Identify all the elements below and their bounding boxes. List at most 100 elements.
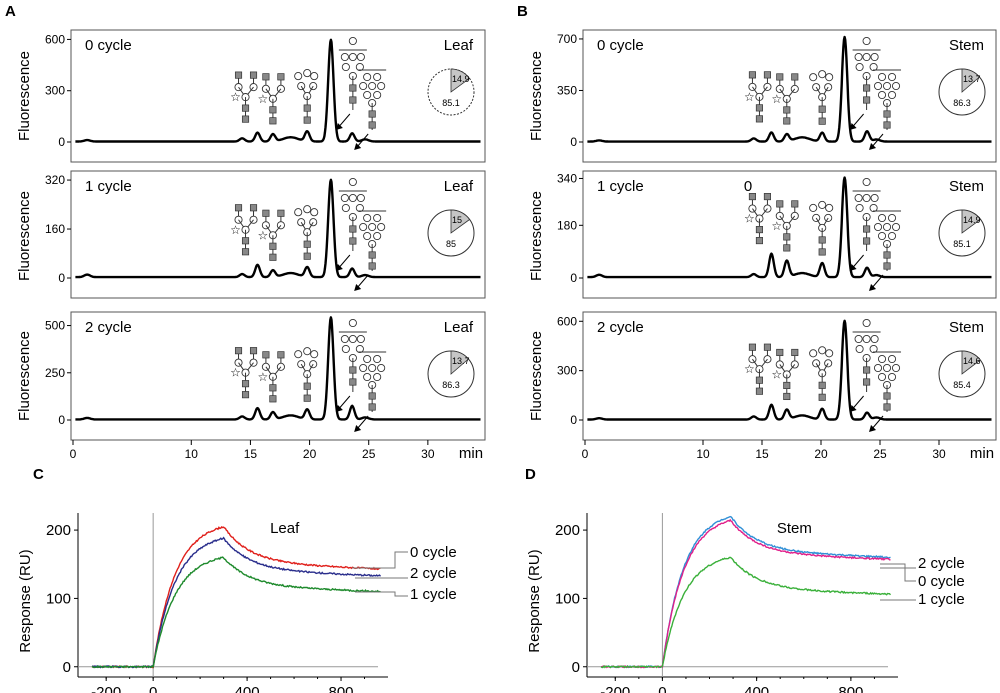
glycan-mannose bbox=[809, 349, 818, 358]
glycan-mannose bbox=[809, 73, 818, 82]
x-tick-label: 800 bbox=[838, 684, 863, 693]
glycan-complex: ☆ bbox=[744, 193, 772, 245]
pie-small-label: 14.9 bbox=[452, 74, 470, 84]
glycan-mannose bbox=[877, 354, 887, 364]
glycan-glcnac bbox=[241, 380, 250, 388]
glycan-glcnac bbox=[249, 347, 258, 355]
glycan-mannose bbox=[355, 203, 364, 213]
glycan-mannose bbox=[373, 72, 382, 82]
glycan-mannose bbox=[870, 193, 879, 203]
glycan-mannose bbox=[368, 222, 377, 232]
chromatogram-trace bbox=[74, 178, 482, 279]
glycan-mannose bbox=[341, 203, 350, 213]
glycan-mannose bbox=[891, 363, 901, 373]
pie-large-label: 85 bbox=[446, 239, 456, 249]
x-tick-label: 30 bbox=[932, 447, 946, 461]
pie-small-slice bbox=[961, 68, 980, 93]
glycan-glcnac bbox=[863, 366, 871, 374]
glycan-glcnac bbox=[783, 233, 791, 241]
glycan-complex: ☆ bbox=[230, 347, 258, 399]
pie-small-slice bbox=[961, 350, 981, 375]
glycan-man9 bbox=[358, 69, 387, 130]
x-tick-label: -200 bbox=[91, 684, 121, 693]
y-axis-label: Fluorescence bbox=[16, 191, 33, 281]
glycan-complex: ☆ bbox=[230, 71, 258, 123]
glycan-glcnac bbox=[776, 348, 784, 357]
x-tick-label: 0 bbox=[70, 447, 77, 461]
subplot-title: 2 cycle bbox=[597, 319, 644, 336]
glycan-glcnac bbox=[818, 105, 826, 113]
glycan-mannose bbox=[377, 363, 386, 373]
glycan-glcnac bbox=[863, 378, 871, 386]
x-tick-label: -200 bbox=[600, 684, 630, 693]
glycan-mannose bbox=[887, 354, 897, 364]
stray-annotation: 0 bbox=[744, 178, 752, 195]
glycan-glcnac bbox=[883, 110, 891, 118]
glycan-mannose bbox=[824, 359, 833, 368]
glycan-glcnac bbox=[883, 251, 891, 259]
x-axis-label: min bbox=[459, 445, 483, 462]
glycan-glcnac bbox=[791, 200, 799, 208]
y-tick-label: 340 bbox=[557, 171, 577, 185]
glycan-glcnac bbox=[303, 252, 311, 260]
glycan-glcnac bbox=[818, 117, 826, 125]
subplot-title: 2 cycle bbox=[85, 319, 132, 336]
glycan-glcnac bbox=[262, 73, 270, 81]
glycan-mannose bbox=[363, 354, 372, 364]
glycan-mannose bbox=[359, 363, 368, 373]
glycan-glcnac bbox=[368, 110, 376, 118]
y-tick-label: 180 bbox=[557, 218, 577, 232]
glycan-glcnac bbox=[234, 347, 243, 355]
glycan-mannose bbox=[373, 90, 382, 100]
subplot-frame bbox=[582, 311, 997, 441]
glycan-glcnac bbox=[277, 209, 285, 217]
y-tick-label: 200 bbox=[46, 522, 71, 539]
sample-label: Stem bbox=[949, 37, 984, 54]
y-tick-label: 350 bbox=[557, 83, 577, 97]
glycan-mannose bbox=[825, 203, 834, 212]
x-tick-label: 20 bbox=[814, 447, 828, 461]
series-label: 2 cycle bbox=[918, 555, 965, 572]
glycan-mannose bbox=[862, 36, 871, 46]
glycan-glcnac bbox=[269, 395, 277, 403]
glycan-glcnac bbox=[748, 343, 756, 351]
glycan-mannose bbox=[303, 347, 312, 356]
glycan-complex: ☆ bbox=[744, 71, 772, 123]
glycan-man5 bbox=[294, 205, 319, 260]
glycan-mannose bbox=[310, 208, 319, 217]
chromatogram-trace bbox=[74, 38, 482, 143]
glycan-glcnac bbox=[791, 348, 799, 357]
arrowhead bbox=[849, 405, 857, 412]
glycan-glcnac bbox=[883, 403, 891, 411]
arrowhead bbox=[869, 425, 877, 432]
panel-letter-a: A bbox=[5, 3, 16, 20]
glycan-mannose bbox=[882, 222, 892, 232]
glycan-glcnac bbox=[262, 351, 270, 359]
x-tick-label: 0 bbox=[582, 447, 589, 461]
glycan-glcnac bbox=[368, 121, 376, 129]
pie-large-label: 85.4 bbox=[953, 380, 971, 390]
y-axis-label: Response (RU) bbox=[526, 549, 543, 652]
glycan-xylose: ☆ bbox=[258, 370, 269, 384]
x-tick-label: 10 bbox=[696, 447, 710, 461]
glycan-mannose bbox=[824, 213, 833, 222]
label-connector bbox=[352, 551, 408, 569]
glycan-glcnac bbox=[883, 262, 891, 270]
glycan-man9 bbox=[358, 351, 387, 412]
glycan-mannose bbox=[348, 318, 357, 328]
glycan-mannose bbox=[377, 81, 386, 91]
glycan-glcnac bbox=[241, 237, 250, 245]
chromatogram-trace bbox=[586, 319, 993, 421]
glycan-mannose bbox=[855, 344, 864, 354]
glycan-mannose bbox=[373, 213, 382, 223]
glycan-glcnac bbox=[863, 237, 871, 245]
glycan-glcnac bbox=[303, 382, 311, 390]
glycan-glcnac bbox=[763, 71, 771, 79]
y-axis-label: Fluorescence bbox=[16, 51, 33, 141]
glycan-mannose bbox=[873, 81, 883, 91]
glycan-mannose bbox=[340, 52, 349, 62]
y-tick-label: 200 bbox=[555, 522, 580, 539]
pie-small-label: 14.6 bbox=[963, 356, 981, 366]
glycan-mannose bbox=[359, 222, 368, 232]
glycan-glcnac bbox=[269, 117, 277, 125]
